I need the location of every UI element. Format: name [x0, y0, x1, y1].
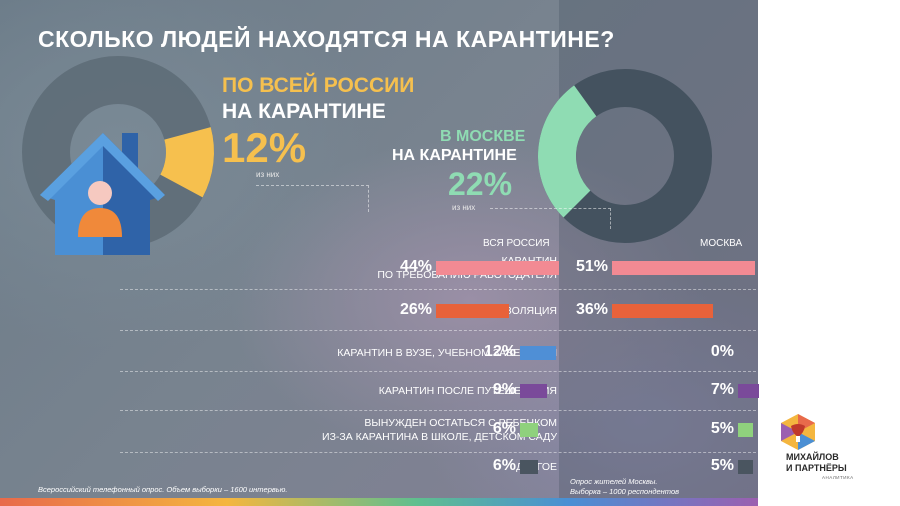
value-label-russia: 12%	[483, 343, 516, 360]
value-label-russia: 44%	[399, 258, 432, 275]
logo-name-line1: МИХАЙЛОВ	[786, 452, 839, 462]
bottom-color-stripe	[0, 498, 758, 506]
bar-moscow	[738, 384, 759, 398]
russia-heading-line2: НА КАРАНТИНЕ	[222, 100, 386, 123]
value-label-russia: 6%	[492, 420, 516, 437]
moscow-footnote-line1: Опрос жителей Москвы.	[570, 477, 658, 486]
russia-heading-line1: ПО ВСЕЙ РОССИИ	[222, 74, 415, 97]
person-head-icon	[88, 181, 112, 205]
bar-russia	[520, 460, 538, 474]
russia-donut-slice	[160, 127, 214, 198]
value-label-russia: 6%	[492, 457, 516, 474]
russia-connector	[256, 185, 369, 212]
moscow-donut-slice	[538, 85, 597, 218]
bar-russia	[436, 261, 560, 275]
bar-moscow	[738, 460, 753, 474]
russia-illustration	[22, 56, 214, 255]
category-label: КАРАНТИН В ВУЗЕ, УЧЕБНОМ ЗАВЕДЕНИИ	[337, 346, 557, 360]
value-label-russia: 26%	[399, 301, 432, 318]
value-label-moscow: 36%	[575, 301, 608, 318]
russia-percent: 12%	[222, 124, 307, 171]
roof-icon	[40, 133, 165, 201]
house-icon	[40, 133, 165, 255]
column-header-moscow: МОСКВА	[700, 238, 743, 249]
category-label-line: КАРАНТИН ПОСЛЕ ПУТЕШЕСТВИЯ	[378, 385, 557, 397]
bar-russia	[520, 384, 547, 398]
value-label-moscow: 5%	[710, 420, 734, 437]
value-label-moscow: 7%	[710, 381, 734, 398]
bar-russia	[520, 423, 538, 437]
category-label-line: ИЗ-ЗА КАРАНТИНА В ШКОЛЕ, ДЕТСКОМ САДУ	[322, 431, 557, 443]
moscow-heading-line2: НА КАРАНТИНЕ	[392, 147, 517, 164]
logo-subtitle: АНАЛИТИКА	[822, 475, 854, 480]
row-separator	[120, 452, 756, 453]
bar-russia	[436, 304, 509, 318]
category-label-line: ВЫНУЖДЕН ОСТАТЬСЯ С РЕБЕНКОМ	[364, 417, 557, 429]
page-title: СКОЛЬКО ЛЮДЕЙ НАХОДЯТСЯ НА КАРАНТИНЕ?	[38, 26, 615, 52]
column-header-russia: ВСЯ РОССИЯ	[483, 238, 550, 249]
russia-footnote: Всероссийский телефонный опрос. Объем вы…	[38, 485, 288, 494]
value-label-russia: 9%	[492, 381, 516, 398]
category-label-line: КАРАНТИН В ВУЗЕ, УЧЕБНОМ ЗАВЕДЕНИИ	[337, 347, 557, 359]
bar-moscow	[738, 423, 753, 437]
value-label-moscow: 51%	[575, 258, 608, 275]
row-separator	[120, 289, 756, 290]
value-label-moscow: 5%	[710, 457, 734, 474]
moscow-percent: 22%	[448, 166, 513, 202]
value-label-moscow: 0%	[710, 343, 734, 360]
category-label: КАРАНТИН ПОСЛЕ ПУТЕШЕСТВИЯ	[379, 384, 557, 398]
moscow-sub-note: из них	[452, 203, 476, 212]
bar-moscow	[612, 304, 713, 318]
moscow-illustration	[538, 69, 712, 243]
bar-russia	[520, 346, 556, 360]
moscow-heading-line1: В МОСКВЕ	[440, 128, 526, 145]
row-separator	[120, 410, 756, 411]
row-separator	[120, 371, 756, 372]
company-logo-icon	[781, 414, 815, 450]
bar-moscow	[612, 261, 755, 275]
moscow-connector	[490, 208, 611, 229]
category-label: ВЫНУЖДЕН ОСТАТЬСЯ С РЕБЕНКОМ ИЗ-ЗА КАРАНТ…	[322, 416, 557, 444]
row-separator	[120, 330, 756, 331]
logo-name-line2: И ПАРТНЁРЫ	[786, 463, 847, 473]
person-body-icon	[78, 208, 122, 237]
russia-sub-note: из них	[256, 170, 280, 179]
moscow-footnote-line2: Выборка – 1000 респондентов	[570, 487, 680, 496]
